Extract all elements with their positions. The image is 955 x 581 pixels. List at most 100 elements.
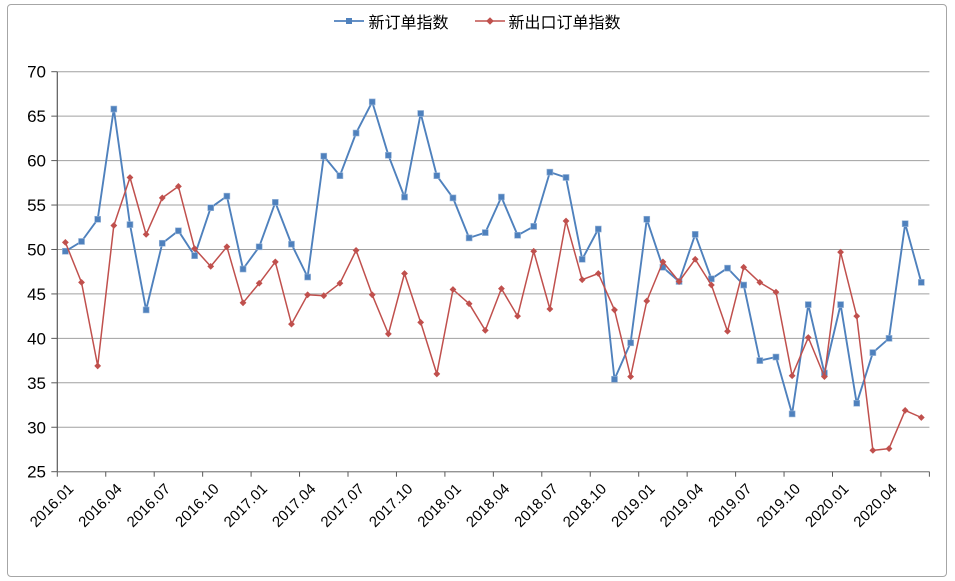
data-point-marker-square <box>239 265 247 273</box>
data-point-marker-diamond <box>756 278 764 286</box>
legend-label-new-export-orders: 新出口订单指数 <box>508 15 621 32</box>
x-axis-label: 2018.01 <box>414 481 464 531</box>
data-point-marker-square <box>352 129 360 137</box>
legend-line-diamond-icon <box>474 17 505 25</box>
data-point-marker-diamond <box>142 230 150 238</box>
legend-label-new-orders: 新订单指数 <box>368 15 449 32</box>
data-point-marker-diamond <box>562 217 570 225</box>
data-point-marker-diamond <box>304 291 312 299</box>
data-point-marker-diamond <box>94 362 102 370</box>
data-point-marker-diamond <box>659 258 667 266</box>
data-point-marker-square <box>643 215 651 223</box>
data-point-marker-diamond <box>707 281 715 289</box>
data-point-marker-diamond <box>546 305 554 313</box>
x-axis-label: 2020.04 <box>850 481 900 531</box>
data-point-marker-square <box>320 152 328 160</box>
y-axis-label: 65 <box>27 107 46 126</box>
data-point-marker-square <box>272 199 279 206</box>
data-point-marker-square <box>433 172 441 179</box>
data-point-marker-diamond <box>78 278 85 286</box>
data-point-marker-diamond <box>675 278 683 285</box>
data-point-marker-square <box>449 194 457 202</box>
y-axis-label: 70 <box>27 63 46 82</box>
x-axis-label: 2017.01 <box>221 481 271 531</box>
legend-line-square-icon <box>334 18 365 24</box>
data-point-marker-square <box>837 301 844 308</box>
data-point-marker-diamond <box>61 238 69 246</box>
data-point-marker-diamond <box>724 327 731 335</box>
data-point-marker-diamond <box>271 258 279 266</box>
data-point-marker-square <box>578 255 586 263</box>
data-point-marker-square <box>724 264 731 272</box>
data-point-marker-square <box>158 239 166 247</box>
data-point-marker-square <box>595 225 602 233</box>
data-point-marker-square <box>530 223 538 230</box>
data-point-marker-diamond <box>288 320 295 328</box>
data-point-marker-square <box>740 281 747 289</box>
y-axis-label: 55 <box>27 196 46 215</box>
data-point-marker-diamond <box>433 370 441 378</box>
x-axis-label: 2017.07 <box>318 481 368 531</box>
y-axis-labels: 25 30 35 40 45 50 55 60 65 70 <box>27 63 46 482</box>
data-point-marker-square <box>885 335 893 342</box>
data-point-marker-square <box>142 306 150 314</box>
data-point-marker-diamond <box>110 222 118 229</box>
data-point-marker-square <box>110 105 118 113</box>
data-point-marker-square <box>691 231 699 238</box>
data-point-marker-diamond <box>917 414 925 421</box>
data-point-marker-diamond <box>578 276 586 284</box>
x-axis-label: 2018.10 <box>560 481 610 531</box>
x-axis-label: 2019.10 <box>754 481 804 531</box>
data-point-marker-diamond <box>207 262 215 270</box>
series-new-orders <box>62 98 925 418</box>
data-point-marker-diamond <box>449 286 457 293</box>
data-point-marker-diamond <box>223 243 231 251</box>
gridlines <box>57 71 930 473</box>
data-point-marker-diamond <box>643 297 651 305</box>
data-point-marker-square <box>611 375 618 383</box>
data-point-marker-diamond <box>837 248 844 256</box>
data-point-marker-square <box>417 110 424 117</box>
data-point-marker-diamond <box>853 312 861 320</box>
data-point-marker-diamond <box>158 194 166 202</box>
data-point-marker-square <box>756 357 764 364</box>
data-point-marker-square <box>853 399 861 407</box>
data-point-marker-square <box>368 98 376 106</box>
data-point-marker-square <box>191 252 198 259</box>
data-point-marker-square <box>481 229 489 236</box>
y-axis-ticks <box>51 71 58 473</box>
data-point-marker-diamond <box>175 182 182 190</box>
data-point-marker-square <box>901 220 909 227</box>
x-axis-label: 2017.10 <box>366 481 416 531</box>
chart-frame <box>7 4 947 577</box>
x-axis-label: 2017.04 <box>269 481 319 531</box>
data-point-marker-diamond <box>740 263 748 271</box>
data-point-marker-diamond <box>352 246 360 254</box>
x-axis-ticks <box>56 471 930 477</box>
legend-item-new-orders: 新订单指数 <box>334 9 449 33</box>
data-point-marker-square <box>223 192 231 200</box>
data-point-marker-square <box>207 204 215 211</box>
data-point-marker-square <box>498 193 505 201</box>
data-point-marker-square <box>94 215 101 223</box>
data-point-marker-square <box>336 172 344 179</box>
data-point-marker-diamond <box>530 247 538 255</box>
data-point-marker-diamond <box>336 279 344 287</box>
data-point-marker-diamond <box>594 270 602 277</box>
data-point-marker-diamond <box>465 300 473 308</box>
y-axis-label: 40 <box>27 329 46 348</box>
series-line-new-orders <box>64 100 923 415</box>
data-point-marker-diamond <box>255 279 263 287</box>
data-point-marker-diamond <box>384 330 392 338</box>
y-axis-label: 25 <box>27 463 46 482</box>
data-point-marker-square <box>788 410 796 418</box>
x-axis-label: 2020.01 <box>802 481 852 531</box>
data-point-marker-square <box>126 221 134 228</box>
data-point-marker-square <box>869 349 877 356</box>
data-point-marker-diamond <box>401 270 408 277</box>
data-point-marker-square <box>772 353 780 361</box>
data-point-marker-square <box>401 193 408 201</box>
x-axis-label: 2019.01 <box>608 481 658 531</box>
data-point-marker-square <box>918 279 925 286</box>
